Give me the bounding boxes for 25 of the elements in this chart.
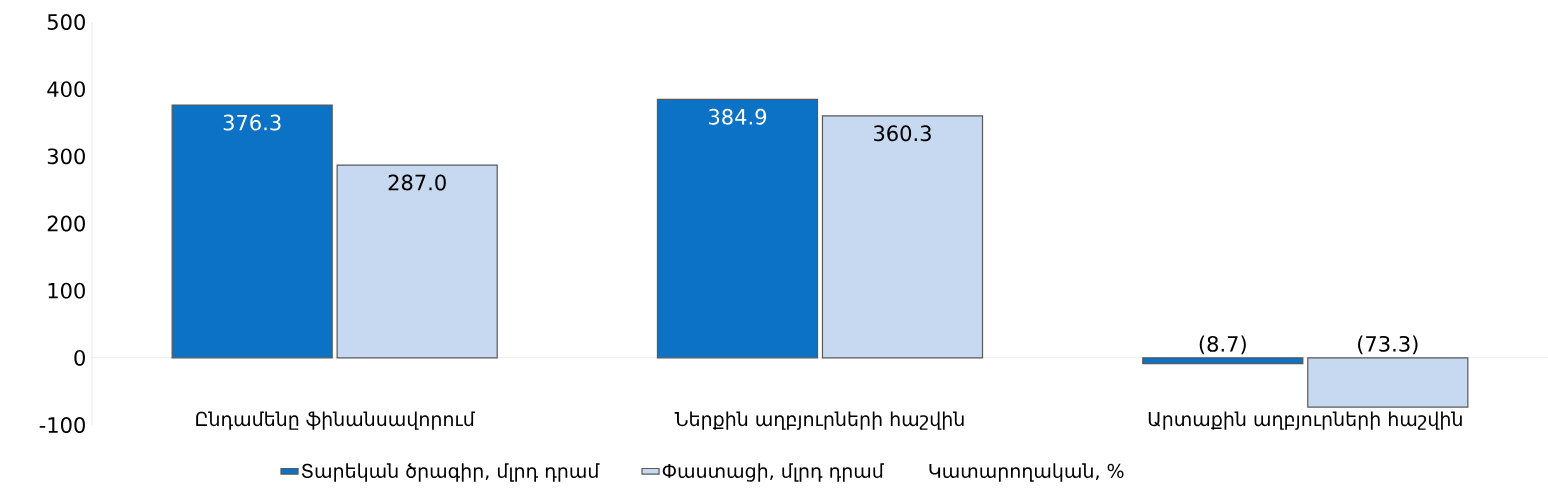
data-label: 360.3 (874, 125, 931, 142)
x-tick-label: Ընդամենը ֆինանսավորում (196, 411, 476, 430)
data-label: (73.3) (1358, 335, 1418, 355)
y-tick-label: 300 (47, 148, 85, 165)
data-label: 287.0 (388, 174, 446, 191)
bar (171, 104, 333, 359)
y-tick-label: 200 (47, 215, 85, 232)
data-label: (8.7) (1199, 335, 1246, 355)
x-tick-label: Արտաքին աղբյուրների հաշվին (1148, 411, 1462, 430)
bar (336, 164, 498, 359)
y-tick-label: 100 (48, 282, 85, 299)
bar (656, 98, 819, 359)
y-tick-label: 500 (47, 14, 85, 30)
data-label: 384.9 (709, 108, 767, 125)
bar (1307, 357, 1469, 408)
legend-label: Տարեկան ծրագիր, մլրդ դրամ (302, 463, 600, 482)
bar (821, 115, 984, 359)
legend-label: Փաստացի, մլրդ դրամ (662, 463, 885, 482)
y-tick-label: -100 (39, 417, 85, 433)
y-tick-label: 0 (74, 349, 85, 366)
bar (1142, 357, 1304, 365)
data-label: 376.3 (223, 114, 281, 131)
text: Կատարողական, % (929, 463, 1124, 482)
y-tick-label: 400 (47, 81, 85, 98)
x-tick-label: Ներքին աղբյուրների հաշվին (674, 411, 964, 430)
